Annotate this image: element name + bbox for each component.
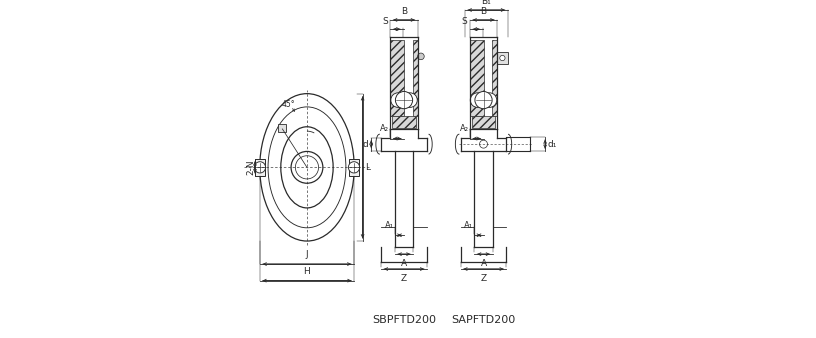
Bar (390, 40, 404, 116)
Bar (278, 124, 286, 131)
Text: d₁: d₁ (548, 140, 557, 149)
Circle shape (396, 92, 413, 109)
Circle shape (482, 93, 497, 107)
Text: A: A (401, 259, 407, 268)
Bar (348, 159, 359, 176)
Text: S: S (462, 17, 468, 26)
Text: 45°: 45° (282, 100, 295, 109)
Text: A₂: A₂ (459, 124, 468, 133)
Text: H: H (304, 267, 310, 276)
Circle shape (499, 55, 505, 61)
Text: S: S (382, 17, 388, 26)
Text: Z: Z (481, 274, 486, 283)
Bar (392, 116, 416, 128)
Text: SAPFTD200: SAPFTD200 (451, 315, 516, 325)
Text: L: L (366, 163, 370, 172)
Bar (255, 159, 265, 176)
Text: A: A (481, 259, 486, 268)
Text: J: J (306, 250, 308, 260)
Circle shape (391, 93, 406, 107)
Text: Z: Z (401, 274, 407, 283)
Circle shape (470, 93, 485, 107)
Circle shape (348, 162, 360, 173)
Text: A₁: A₁ (464, 221, 473, 230)
Bar (470, 40, 484, 116)
Text: 2-N: 2-N (246, 160, 255, 175)
Text: B: B (401, 7, 407, 16)
Circle shape (418, 53, 424, 60)
Bar (472, 116, 495, 128)
Text: B: B (481, 7, 486, 16)
Circle shape (403, 93, 417, 107)
Text: B₁: B₁ (481, 0, 491, 6)
Text: A₂: A₂ (380, 124, 389, 133)
Bar (492, 40, 497, 116)
Circle shape (475, 92, 492, 109)
Text: A₁: A₁ (384, 221, 393, 230)
Bar (413, 40, 418, 116)
Text: d: d (362, 140, 368, 149)
Circle shape (255, 162, 265, 173)
Bar (497, 52, 508, 64)
Text: SBPFTD200: SBPFTD200 (372, 315, 436, 325)
